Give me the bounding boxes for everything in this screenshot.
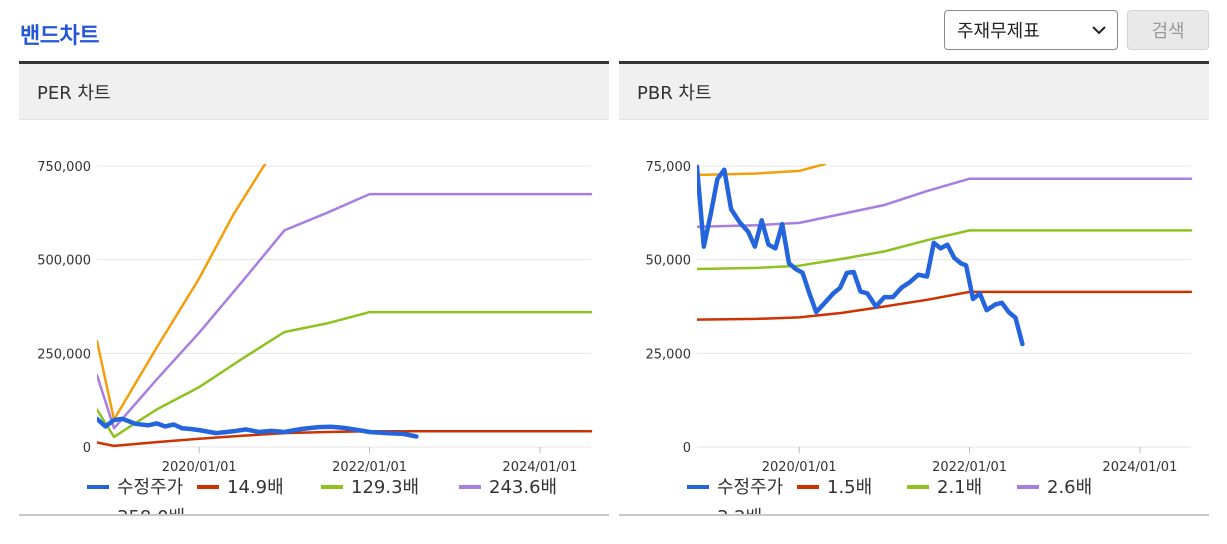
per-series-line [97,416,419,439]
per-chart-title: PER 차트 [19,64,609,120]
pbr-y-tick-label: 75,000 [646,160,692,175]
pbr-legend-label: 수정주가 [717,477,783,498]
per-legend-label: 14.9배 [227,477,284,498]
pbr-chart-title: PBR 차트 [619,64,1209,120]
per-legend-label: 129.3배 [351,477,419,498]
per-chart: 750,000 500,000 250,000 0 2020/01/01 2022/01/… [37,160,593,514]
per-y-tick-label: 0 [83,441,91,456]
pbr-series-line [697,177,1193,228]
pbr-series-group [697,164,1193,347]
search-button[interactable]: 검색 [1127,10,1209,50]
per-legend-label: 358.0배 [117,507,185,514]
per-y-tick-label: 500,000 [37,254,91,269]
per-series-line [97,164,267,421]
chevron-down-icon [1092,26,1106,35]
pbr-series-line [697,229,1193,271]
statement-type-select[interactable]: 주재무제표 [944,10,1118,50]
statement-type-value: 주재무제표 [957,21,1040,42]
pbr-chart: 75,000 50,000 25,000 0 2020/01/01 2022/01/01 2… [646,160,1193,514]
pbr-x-tick-label: 2022/01/01 [932,460,1007,475]
per-legend-label: 수정주가 [117,477,183,498]
pbr-y-tick-label: 25,000 [646,347,692,362]
pbr-series-line [697,164,1025,347]
pbr-x-tick-label: 2024/01/01 [1102,460,1177,475]
per-y-tick-label: 250,000 [37,347,91,362]
per-x-tick-label: 2024/01/01 [502,460,577,475]
per-series-line [97,192,593,430]
pbr-chart-panel: PBR 차트 75,000 50,000 25,000 0 2020/01/01 2022… [619,61,1209,516]
pbr-x-tick-label: 2020/01/01 [762,460,837,475]
per-y-tick-label: 750,000 [37,160,91,175]
per-series-group [97,164,593,448]
per-x-tick-label: 2020/01/01 [162,460,237,475]
per-x-tick-label: 2022/01/01 [332,460,407,475]
pbr-legend-label: 3.2배 [717,507,762,514]
pbr-series-line [697,290,1193,321]
page-title: 밴드차트 [20,24,99,49]
per-series-line [97,430,593,448]
pbr-legend-label: 2.6배 [1047,477,1092,498]
per-chart-panel: PER 차트 750,000 500,000 250,000 0 2020/01/01 2… [19,61,609,516]
per-series-line [97,310,593,439]
per-legend-label: 243.6배 [489,477,557,498]
pbr-y-tick-label: 0 [683,441,691,456]
pbr-y-tick-label: 50,000 [646,254,692,269]
pbr-legend-label: 1.5배 [827,477,872,498]
pbr-legend-label: 2.1배 [937,477,982,498]
